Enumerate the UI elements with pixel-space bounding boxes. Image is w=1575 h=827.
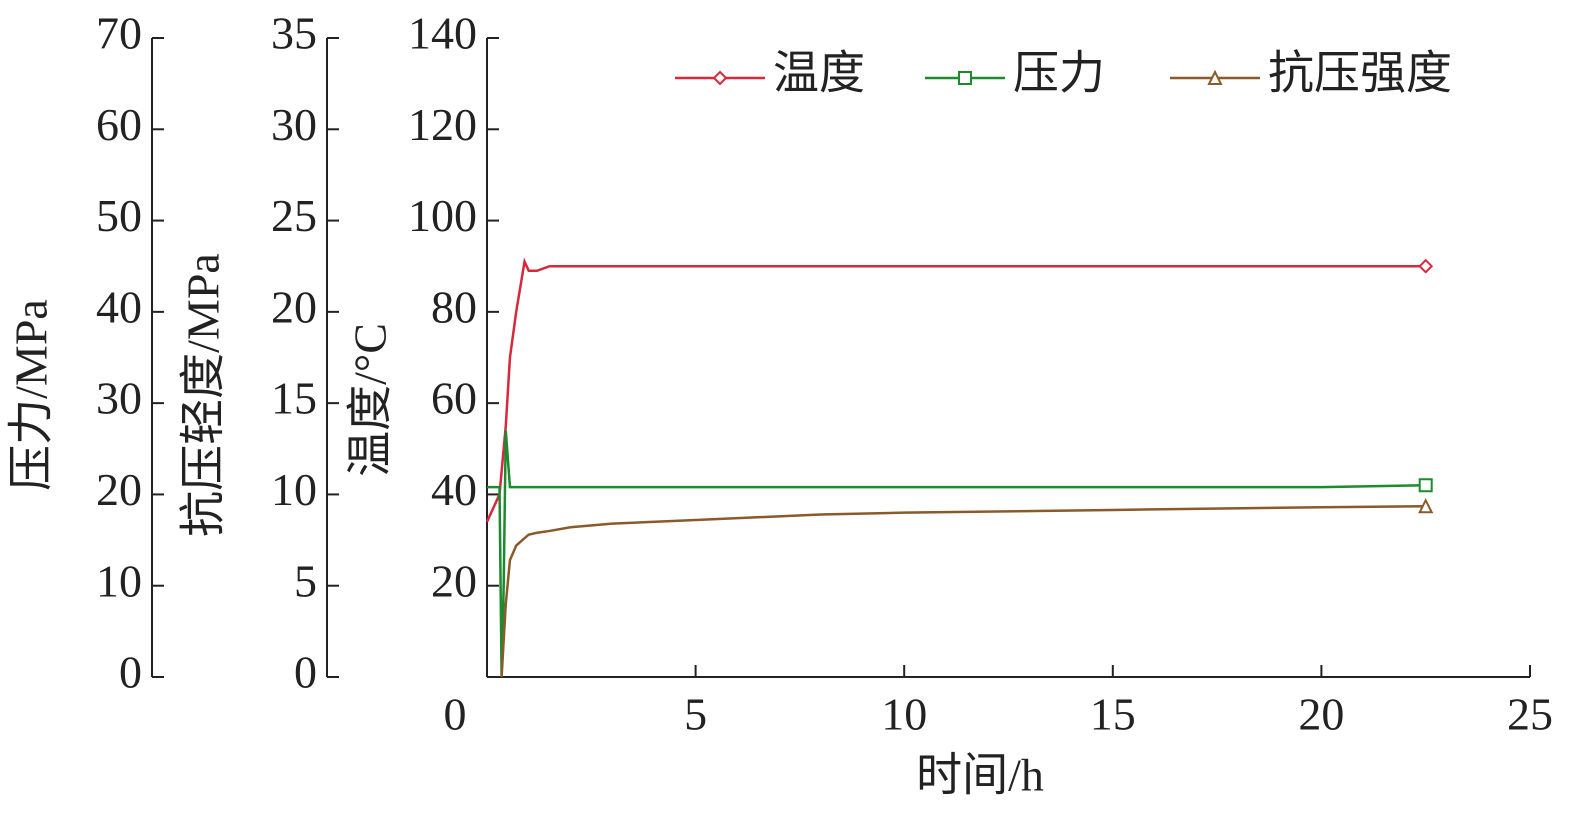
y-tick-label: 20	[96, 464, 142, 515]
y-tick-label: 15	[271, 373, 317, 424]
y-tick-label: 0	[119, 647, 142, 698]
y-tick-label: 120	[408, 99, 477, 150]
x-axis-label: 时间/h	[916, 750, 1044, 801]
x-tick-label: 15	[1090, 689, 1136, 740]
x-tick-label: 5	[684, 689, 707, 740]
y-tick-label: 20	[271, 281, 317, 332]
y-tick-label: 30	[271, 99, 317, 150]
legend-marker	[1207, 69, 1223, 85]
series-line	[487, 430, 1426, 678]
y-tick-label: 100	[408, 190, 477, 241]
y-tick-label: 40	[431, 464, 477, 515]
legend-label: 抗压强度	[1268, 48, 1452, 99]
y-tick-label: 70	[96, 8, 142, 59]
y-tick-label: 50	[96, 190, 142, 241]
end-marker	[1418, 478, 1433, 493]
legend-label: 温度	[773, 48, 865, 99]
y-tick-label: 10	[96, 555, 142, 606]
y2-axis-label: 抗压轻度/MPa	[178, 253, 229, 537]
y-tick-label: 30	[96, 373, 142, 424]
x-tick-label: 10	[881, 689, 927, 740]
y-tick-label: 0	[294, 647, 317, 698]
y-tick-label: 10	[271, 464, 317, 515]
legend-marker	[958, 71, 972, 85]
legend-marker	[712, 70, 728, 86]
x-tick-label: 25	[1507, 689, 1553, 740]
end-marker	[1418, 258, 1434, 274]
y-tick-label: 5	[294, 555, 317, 606]
y-tick-label: 60	[431, 373, 477, 424]
x-tick-label: 0	[444, 689, 467, 740]
y-tick-label: 40	[96, 281, 142, 332]
y-tick-label: 60	[96, 99, 142, 150]
y-tick-label: 20	[431, 555, 477, 606]
y-tick-label: 80	[431, 281, 477, 332]
y3-axis-label: 压力/MPa	[6, 299, 57, 491]
legend-label: 压力	[1013, 48, 1105, 99]
series-line	[485, 257, 1426, 523]
y-tick-label: 25	[271, 190, 317, 241]
y-axis-label: 温度/°C	[345, 323, 396, 477]
y-tick-label: 140	[408, 8, 477, 59]
series-line	[500, 505, 1426, 678]
end-marker	[1418, 498, 1434, 514]
x-tick-label: 20	[1298, 689, 1344, 740]
y-tick-label: 35	[271, 8, 317, 59]
